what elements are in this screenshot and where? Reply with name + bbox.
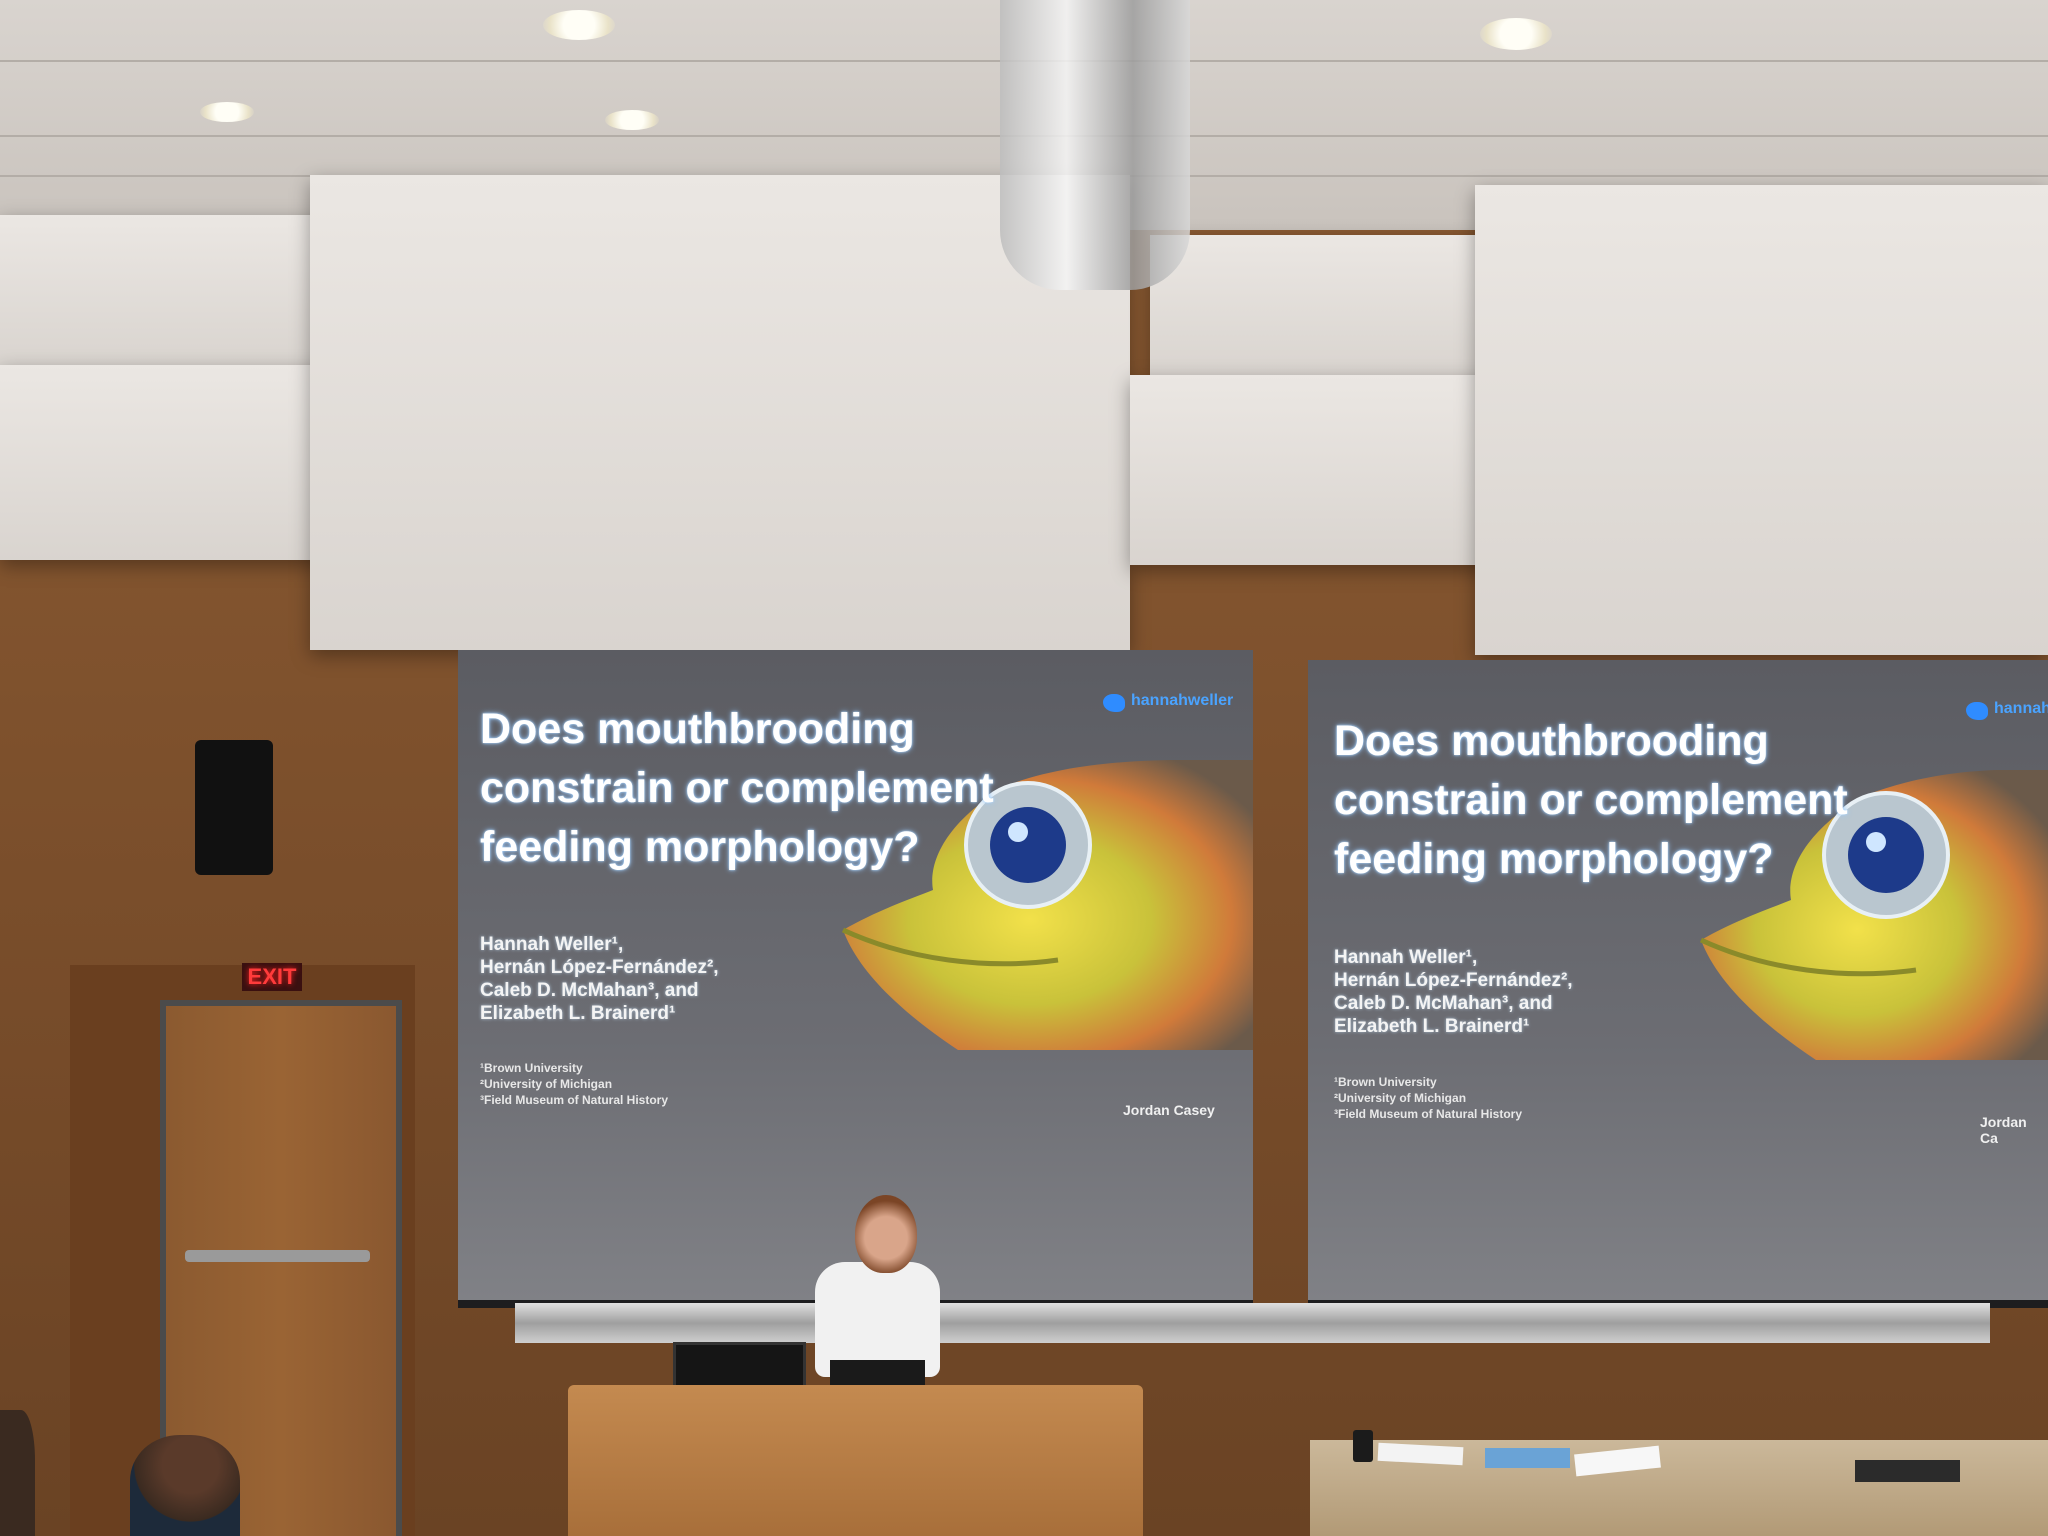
- blue-notebook: [1485, 1448, 1570, 1468]
- coffee-cup: [1353, 1430, 1373, 1462]
- ceiling-light: [605, 110, 659, 130]
- slide-title: Does mouthbrooding constrain or compleme…: [480, 705, 994, 871]
- slide-authors: Hannah Weller¹, Hernán López-Fernández²,…: [1334, 947, 1573, 1037]
- acoustic-panel: [0, 215, 330, 365]
- wall-speaker: [195, 740, 273, 875]
- slide-title: Does mouthbrooding constrain or compleme…: [1334, 717, 1848, 883]
- slide-affiliations: ¹Brown University ²University of Michiga…: [480, 1061, 669, 1107]
- projection-screen-right: hannahwe Does mouthbrooding constrain or…: [1308, 660, 2048, 1308]
- photo-credit: Jordan Ca: [1980, 1114, 2027, 1146]
- whiteboard-rail: [515, 1303, 1990, 1343]
- twitter-bird-icon: [1966, 702, 1988, 720]
- exit-sign: EXIT: [242, 963, 302, 991]
- ceiling-light: [543, 10, 615, 40]
- twitter-handle: hannahwe: [1994, 700, 2048, 717]
- photo-credit: Jordan Casey: [1123, 1102, 1215, 1118]
- laptop: [1855, 1460, 1960, 1482]
- ceiling-light: [1480, 18, 1552, 50]
- audience-member: [130, 1435, 240, 1536]
- presenter-head: [855, 1195, 917, 1273]
- slide-authors: Hannah Weller¹, Hernán López-Fernández²,…: [480, 934, 719, 1024]
- acoustic-panel: [1475, 185, 2048, 655]
- acoustic-panel: [310, 175, 1130, 650]
- ceiling-light: [200, 102, 254, 122]
- presenter-body: [815, 1262, 940, 1377]
- audience-member: [0, 1410, 35, 1536]
- twitter-handle: hannahweller: [1131, 692, 1234, 709]
- acoustic-panel: [1130, 375, 1510, 565]
- projection-screen-left: hannahweller Does mouthbrooding constrai…: [458, 650, 1253, 1308]
- lectern: [568, 1385, 1143, 1536]
- ventilation-duct: [1000, 0, 1190, 290]
- twitter-bird-icon: [1103, 694, 1125, 712]
- door-push-bar: [185, 1250, 370, 1262]
- fish-photo: [841, 760, 1253, 1050]
- fish-photo: [1699, 770, 2048, 1060]
- slide-affiliations: ¹Brown University ²University of Michiga…: [1334, 1075, 1523, 1121]
